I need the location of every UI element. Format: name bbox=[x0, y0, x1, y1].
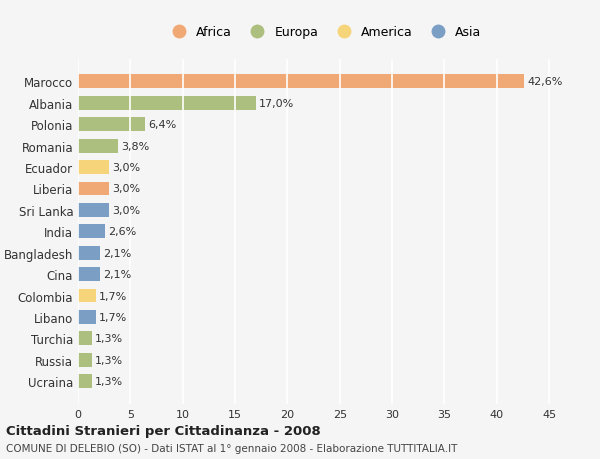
Bar bbox=[78, 97, 256, 111]
Bar bbox=[78, 332, 92, 346]
Bar bbox=[78, 268, 100, 281]
Bar bbox=[78, 140, 118, 153]
Text: 2,1%: 2,1% bbox=[103, 248, 131, 258]
Bar bbox=[78, 182, 109, 196]
Bar bbox=[78, 353, 92, 367]
Bar bbox=[78, 225, 105, 239]
Bar bbox=[78, 246, 100, 260]
Text: 6,4%: 6,4% bbox=[148, 120, 176, 130]
Text: 1,3%: 1,3% bbox=[95, 334, 123, 344]
Text: COMUNE DI DELEBIO (SO) - Dati ISTAT al 1° gennaio 2008 - Elaborazione TUTTITALIA: COMUNE DI DELEBIO (SO) - Dati ISTAT al 1… bbox=[6, 443, 457, 453]
Text: 3,8%: 3,8% bbox=[121, 141, 149, 151]
Bar bbox=[78, 310, 96, 324]
Text: 2,6%: 2,6% bbox=[109, 227, 137, 237]
Text: 1,3%: 1,3% bbox=[95, 355, 123, 365]
Bar bbox=[78, 203, 109, 218]
Text: 3,0%: 3,0% bbox=[113, 163, 140, 173]
Bar bbox=[78, 375, 92, 388]
Bar bbox=[78, 118, 145, 132]
Text: Cittadini Stranieri per Cittadinanza - 2008: Cittadini Stranieri per Cittadinanza - 2… bbox=[6, 424, 321, 437]
Text: 3,0%: 3,0% bbox=[113, 184, 140, 194]
Text: 17,0%: 17,0% bbox=[259, 99, 295, 109]
Bar bbox=[78, 289, 96, 303]
Text: 1,3%: 1,3% bbox=[95, 376, 123, 386]
Legend: Africa, Europa, America, Asia: Africa, Europa, America, Asia bbox=[161, 21, 487, 44]
Bar bbox=[78, 75, 524, 89]
Text: 3,0%: 3,0% bbox=[113, 206, 140, 215]
Bar bbox=[78, 161, 109, 175]
Text: 1,7%: 1,7% bbox=[99, 291, 127, 301]
Text: 2,1%: 2,1% bbox=[103, 269, 131, 280]
Text: 1,7%: 1,7% bbox=[99, 312, 127, 322]
Text: 42,6%: 42,6% bbox=[527, 77, 562, 87]
